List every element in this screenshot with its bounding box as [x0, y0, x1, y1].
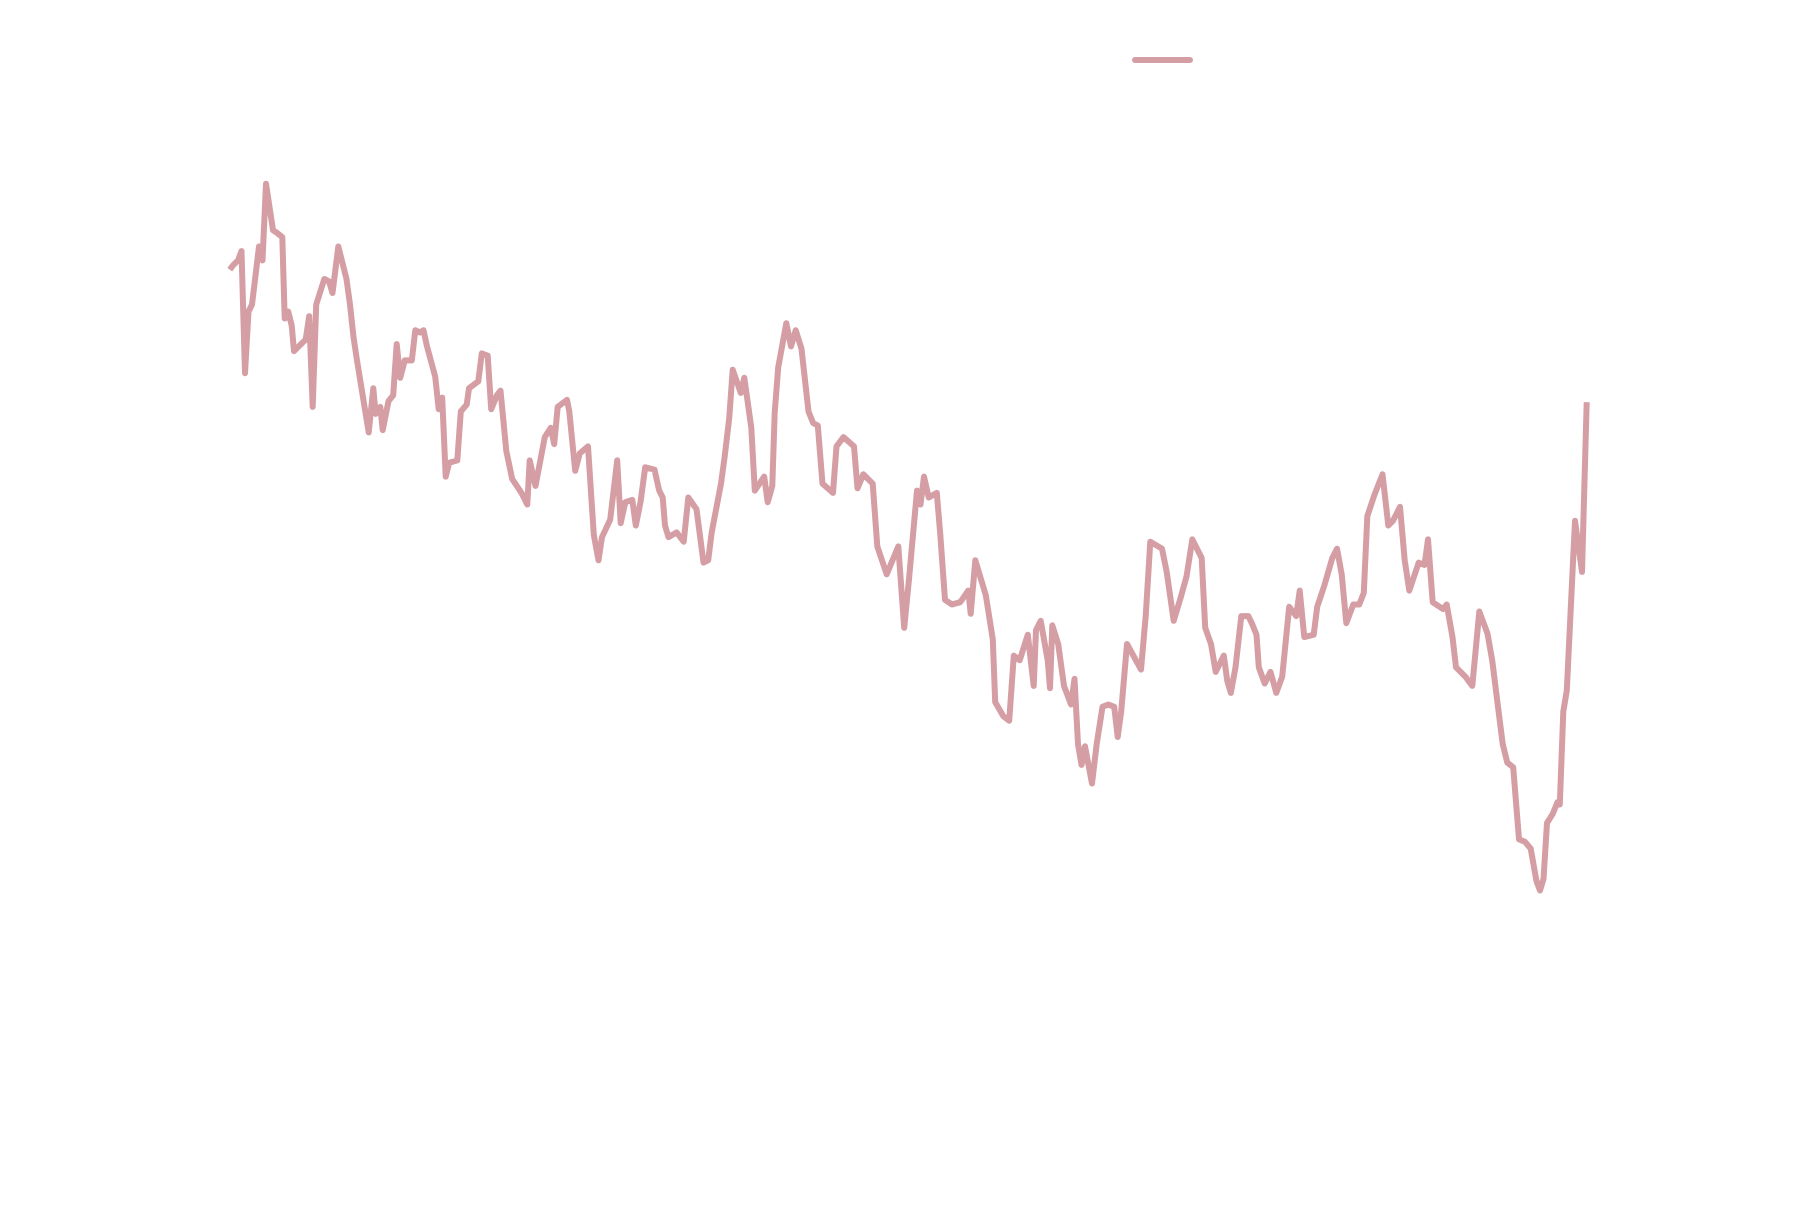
data-line [227, 180, 1590, 894]
